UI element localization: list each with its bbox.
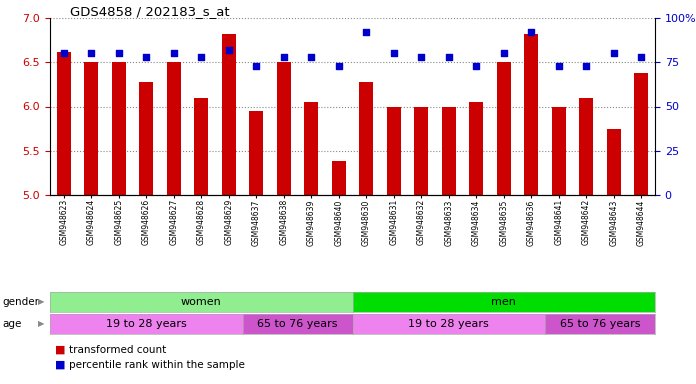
Text: GDS4858 / 202183_s_at: GDS4858 / 202183_s_at [70,5,230,18]
Bar [552,106,566,195]
Bar [524,34,538,195]
Bar [112,62,125,195]
Point [525,29,537,35]
Point [58,50,70,56]
Point [416,54,427,60]
Bar [634,73,648,195]
Bar [414,106,428,195]
Point [635,54,647,60]
Point [113,50,125,56]
Text: 65 to 76 years: 65 to 76 years [258,319,338,329]
Text: gender: gender [2,297,39,307]
Point [141,54,152,60]
Bar [359,82,373,195]
Point [388,50,400,56]
Bar [194,98,208,195]
Bar [57,51,70,195]
Point [361,29,372,35]
Text: percentile rank within the sample: percentile rank within the sample [69,360,245,370]
Bar [497,62,511,195]
Point [470,63,482,69]
Point [278,54,290,60]
Text: 65 to 76 years: 65 to 76 years [560,319,640,329]
Point [608,50,619,56]
Text: ■: ■ [55,360,65,370]
Text: ▶: ▶ [38,298,45,306]
Text: ■: ■ [55,345,65,355]
Bar [332,161,346,195]
Bar [469,102,483,195]
Point [86,50,97,56]
Bar [442,106,456,195]
Bar [304,102,318,195]
Point [553,63,564,69]
Bar [139,82,153,195]
Bar [167,62,181,195]
Bar [277,62,291,195]
Point [223,47,235,53]
Bar [387,106,401,195]
Text: women: women [181,297,221,307]
Text: 19 to 28 years: 19 to 28 years [106,319,187,329]
Point [196,54,207,60]
Point [443,54,454,60]
Text: age: age [2,319,22,329]
Bar [249,111,263,195]
Point [333,63,345,69]
Bar [579,98,593,195]
Bar [607,129,621,195]
Text: transformed count: transformed count [69,345,166,355]
Bar [222,34,236,195]
Text: men: men [491,297,516,307]
Point [168,50,180,56]
Point [498,50,509,56]
Point [251,63,262,69]
Bar [84,62,98,195]
Text: ▶: ▶ [38,319,45,328]
Point [306,54,317,60]
Point [580,63,592,69]
Text: 19 to 28 years: 19 to 28 years [409,319,489,329]
